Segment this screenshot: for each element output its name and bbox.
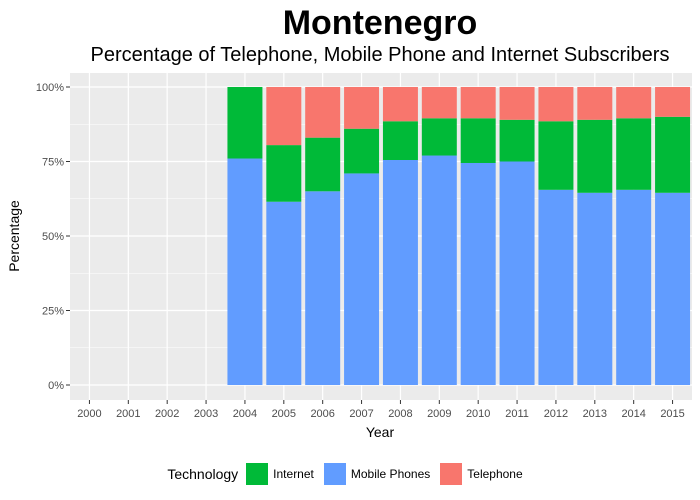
x-tick-label: 2007: [349, 408, 373, 420]
x-tick-label: 2001: [116, 408, 140, 420]
y-tick-label: 100%: [36, 82, 64, 94]
bar-internet-2004: [227, 87, 263, 159]
x-tick-label: 2012: [544, 408, 568, 420]
x-axis-label: Year: [366, 424, 395, 440]
bars: [227, 87, 691, 385]
bar-internet-2013: [577, 119, 613, 193]
bar-internet-2011: [499, 119, 535, 162]
bar-telephone-2006: [305, 87, 341, 138]
x-tick-label: 2013: [583, 408, 607, 420]
x-tick-label: 2009: [427, 408, 451, 420]
bar-internet-2007: [344, 128, 380, 174]
bar-telephone-2013: [577, 87, 613, 120]
legend-title: Technology: [167, 466, 239, 482]
bar-telephone-2007: [344, 87, 380, 129]
legend-key-internet: [246, 463, 269, 485]
bar-telephone-2008: [382, 87, 418, 122]
x-tick-label: 2005: [272, 408, 296, 420]
legend-item-internet: Internet: [246, 463, 314, 485]
x-tick-label: 2015: [660, 408, 684, 420]
bar-internet-2015: [655, 116, 691, 193]
bar-internet-2005: [266, 145, 302, 202]
chart-title: Montenegro: [282, 4, 478, 42]
legend-item-mobile-phones: Mobile Phones: [323, 463, 431, 485]
bar-internet-2008: [382, 121, 418, 161]
bar-internet-2009: [421, 118, 457, 156]
legend-key-mobile-phones: [323, 463, 346, 485]
x-tick-label: 2004: [233, 408, 257, 420]
legend-label-mobile-phones: Mobile Phones: [350, 467, 431, 481]
chart-subtitle: Percentage of Telephone, Mobile Phone an…: [90, 44, 670, 66]
bar-mobile-phones-2012: [538, 189, 574, 385]
bar-mobile-phones-2004: [227, 158, 263, 385]
x-axis: 2000 2001 2002 2003 2004 2005 2006 2007 2008 2009…: [77, 400, 685, 420]
x-tick-label: 2014: [621, 408, 645, 420]
bar-mobile-phones-2009: [421, 155, 457, 385]
bar-telephone-2011: [499, 87, 535, 120]
bar-internet-2010: [460, 118, 496, 163]
bar-mobile-phones-2015: [655, 192, 691, 385]
bar-telephone-2005: [266, 87, 302, 146]
bar-telephone-2010: [460, 87, 496, 119]
bar-telephone-2009: [421, 87, 457, 119]
bar-mobile-phones-2007: [344, 173, 380, 385]
bar-telephone-2012: [538, 87, 574, 122]
bar-internet-2014: [616, 118, 652, 190]
legend-label-telephone: Telephone: [467, 467, 523, 481]
x-tick-label: 2002: [155, 408, 179, 420]
x-tick-label: 2003: [194, 408, 218, 420]
bar-mobile-phones-2011: [499, 161, 535, 385]
y-tick-label: 25%: [42, 306, 64, 318]
bar-mobile-phones-2010: [460, 162, 496, 385]
bar-internet-2006: [305, 137, 341, 192]
legend-key-telephone: [440, 463, 463, 485]
bar-mobile-phones-2013: [577, 192, 613, 385]
x-tick-label: 2011: [505, 408, 529, 420]
bar-mobile-phones-2006: [305, 191, 341, 385]
y-tick-label: 50%: [42, 231, 64, 243]
y-axis-label: Percentage: [6, 200, 22, 272]
bar-mobile-phones-2005: [266, 201, 302, 385]
y-axis: 0% 25% 50% 75% 100%: [36, 82, 70, 392]
y-tick-label: 0%: [48, 380, 64, 392]
legend-label-internet: Internet: [273, 467, 314, 481]
bar-telephone-2015: [655, 87, 691, 117]
bar-mobile-phones-2008: [382, 160, 418, 385]
bar-internet-2012: [538, 121, 574, 190]
bar-telephone-2014: [616, 87, 652, 119]
legend-item-telephone: Telephone: [440, 463, 523, 485]
x-tick-label: 2008: [388, 408, 412, 420]
x-tick-label: 2000: [77, 408, 101, 420]
x-tick-label: 2006: [310, 408, 334, 420]
legend: Technology Internet Mobile Phones Teleph…: [0, 460, 700, 488]
x-tick-label: 2010: [466, 408, 490, 420]
y-tick-label: 75%: [42, 157, 64, 169]
bar-mobile-phones-2014: [616, 189, 652, 385]
